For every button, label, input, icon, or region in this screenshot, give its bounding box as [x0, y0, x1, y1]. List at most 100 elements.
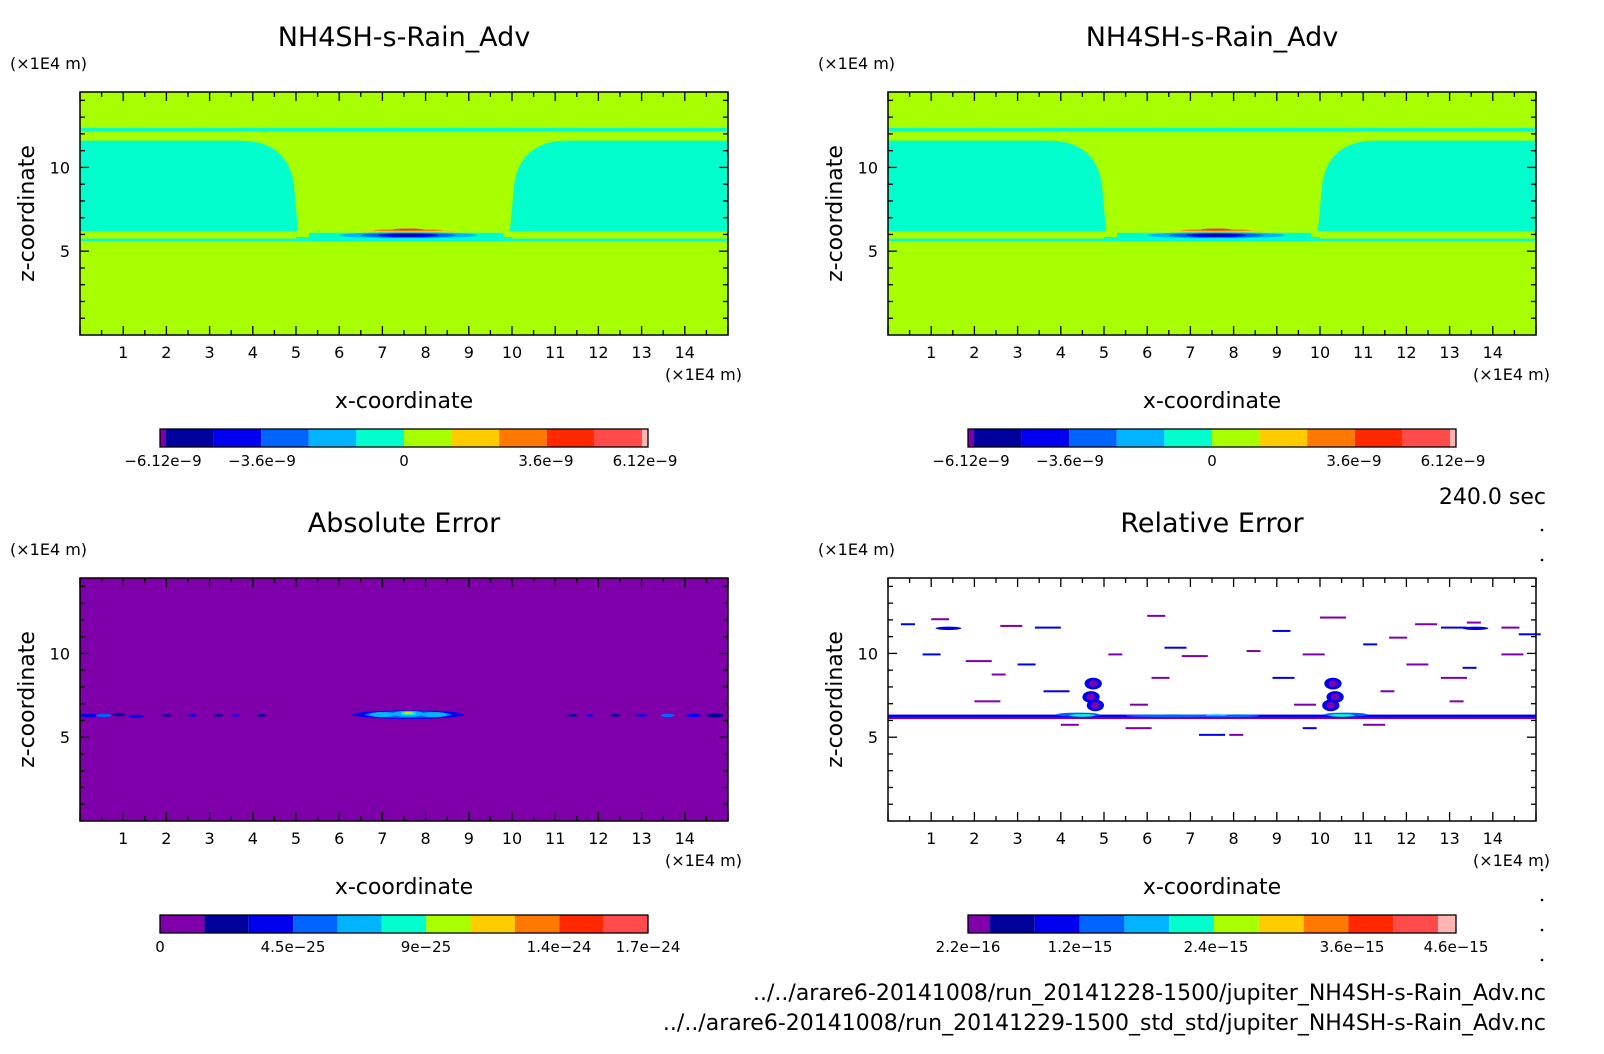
error-dash — [1406, 663, 1429, 666]
colorbar-label: −6.12e−9 — [932, 452, 1009, 470]
error-blob — [231, 714, 240, 717]
colorbar-label: −3.6e−9 — [1036, 452, 1104, 470]
error-dash — [1380, 690, 1395, 693]
error-blob — [1125, 714, 1221, 718]
edge-dot — [1540, 528, 1544, 532]
colorbar-swatch — [160, 429, 166, 447]
y-axis-label: z-coordinate — [823, 145, 848, 282]
x-tick-label: 11 — [545, 343, 565, 362]
y-axis-label: z-coordinate — [823, 631, 848, 768]
upper-thin-band — [80, 128, 728, 132]
colorbar-label: 0 — [1207, 452, 1217, 470]
error-dash — [1302, 727, 1317, 730]
error-plume-core — [1328, 680, 1338, 687]
error-dash — [1246, 650, 1261, 653]
colorbar-swatch — [1259, 429, 1308, 447]
x-tick-label: 9 — [464, 829, 474, 848]
x-tick-label: 7 — [377, 343, 387, 362]
panel-1: 1 2 3 4 5 6 7 8 9 10 11 12 13 14510NH4SH-s-Rain_Adv(×… — [10, 22, 742, 470]
colorbar-swatch — [1169, 915, 1214, 933]
error-blob — [1216, 714, 1260, 718]
error-blob — [1069, 714, 1096, 717]
colorbar-swatch — [213, 429, 262, 447]
error-dash — [1462, 666, 1477, 669]
colorbar-swatch — [166, 429, 214, 447]
core-red-rim — [393, 228, 424, 231]
x-tick-label: 10 — [502, 343, 522, 362]
panel-2: 1 2 3 4 5 6 7 8 9 10 11 12 13 14510NH4SH-s-Rain_Adv(×… — [818, 22, 1550, 470]
colorbar-label: 6.12e−9 — [613, 452, 678, 470]
error-blob — [95, 713, 112, 718]
y-tick-label: 5 — [60, 242, 70, 261]
x-tick-label: 6 — [1142, 343, 1152, 362]
y-unit-label: (×1E4 m) — [10, 540, 87, 559]
colorbar-swatch — [594, 429, 642, 447]
colorbar-swatch — [603, 915, 648, 933]
colorbar-label: 2.2e−16 — [936, 938, 1001, 956]
plot-field — [888, 92, 1536, 335]
y-axis-label: z-coordinate — [15, 145, 40, 282]
error-dash — [1363, 643, 1378, 646]
chart-title: Absolute Error — [308, 508, 501, 539]
error-dash — [1125, 727, 1152, 730]
error-dash — [965, 660, 992, 663]
error-dash — [1302, 653, 1325, 656]
x-tick-label: 13 — [631, 829, 651, 848]
colorbar-swatch — [1438, 915, 1456, 933]
x-tick-label: 3 — [205, 829, 215, 848]
colorbar-frame — [967, 914, 1457, 934]
error-dash — [1229, 733, 1244, 736]
error-dash — [1181, 655, 1208, 658]
error-plume-core — [1326, 702, 1336, 709]
colorbar-label: 3.6e−15 — [1320, 938, 1385, 956]
error-dash — [1272, 629, 1291, 632]
x-tick-label: 1 — [926, 343, 936, 362]
x-tick-label: 9 — [464, 343, 474, 362]
y-tick-label: 5 — [868, 242, 878, 261]
colorbar-swatch — [1258, 915, 1304, 933]
colorbar-swatch — [337, 915, 382, 933]
central-error-peak — [404, 711, 413, 714]
colorbar-swatch — [1079, 915, 1125, 933]
error-blob — [567, 714, 578, 717]
x-tick-label: 3 — [205, 343, 215, 362]
error-dash — [1501, 626, 1520, 629]
colorbar-swatch — [1212, 429, 1260, 447]
error-plume-core — [1086, 693, 1096, 701]
relative-error-band — [888, 717, 1536, 720]
error-dash — [1060, 723, 1079, 726]
x-tick-label: 11 — [1353, 829, 1373, 848]
colorbar-frame — [159, 914, 649, 934]
error-dash — [1272, 676, 1295, 679]
colorbar-swatch — [1348, 915, 1394, 933]
colorbar-swatch — [1021, 429, 1070, 447]
x-tick-label: 7 — [377, 829, 387, 848]
colorbar-swatch — [381, 915, 427, 933]
plot-field — [80, 92, 728, 335]
colorbar-frame — [967, 428, 1457, 448]
colorbar-swatch — [160, 915, 205, 933]
error-dash — [1363, 723, 1386, 726]
y-unit-label: (×1E4 m) — [10, 54, 87, 73]
error-dash — [1501, 653, 1524, 656]
x-tick-label: 4 — [1056, 829, 1066, 848]
colorbar-swatch — [426, 915, 471, 933]
x-tick-label: 4 — [248, 829, 258, 848]
colorbar-swatch — [1303, 915, 1349, 933]
error-dash — [922, 653, 941, 656]
x-tick-label: 11 — [1353, 343, 1373, 362]
error-blob — [213, 714, 224, 717]
colorbar-swatch — [1354, 429, 1403, 447]
x-axis-label: x-coordinate — [1143, 389, 1281, 414]
colorbar-swatch — [248, 915, 294, 933]
error-blob — [706, 713, 724, 718]
x-unit-label: (×1E4 m) — [665, 851, 742, 870]
colorbar-label: 1.2e−15 — [1048, 938, 1113, 956]
colorbar-label: 9e−25 — [401, 938, 451, 956]
x-tick-label: 8 — [421, 343, 431, 362]
chart-title: NH4SH-s-Rain_Adv — [1086, 22, 1339, 53]
left-negative-lobe — [888, 140, 1107, 232]
x-tick-label: 5 — [1099, 343, 1109, 362]
colorbar: −6.12e−9 −3.6e−9 0 3.6e−9 6.12e−9 — [932, 428, 1485, 470]
